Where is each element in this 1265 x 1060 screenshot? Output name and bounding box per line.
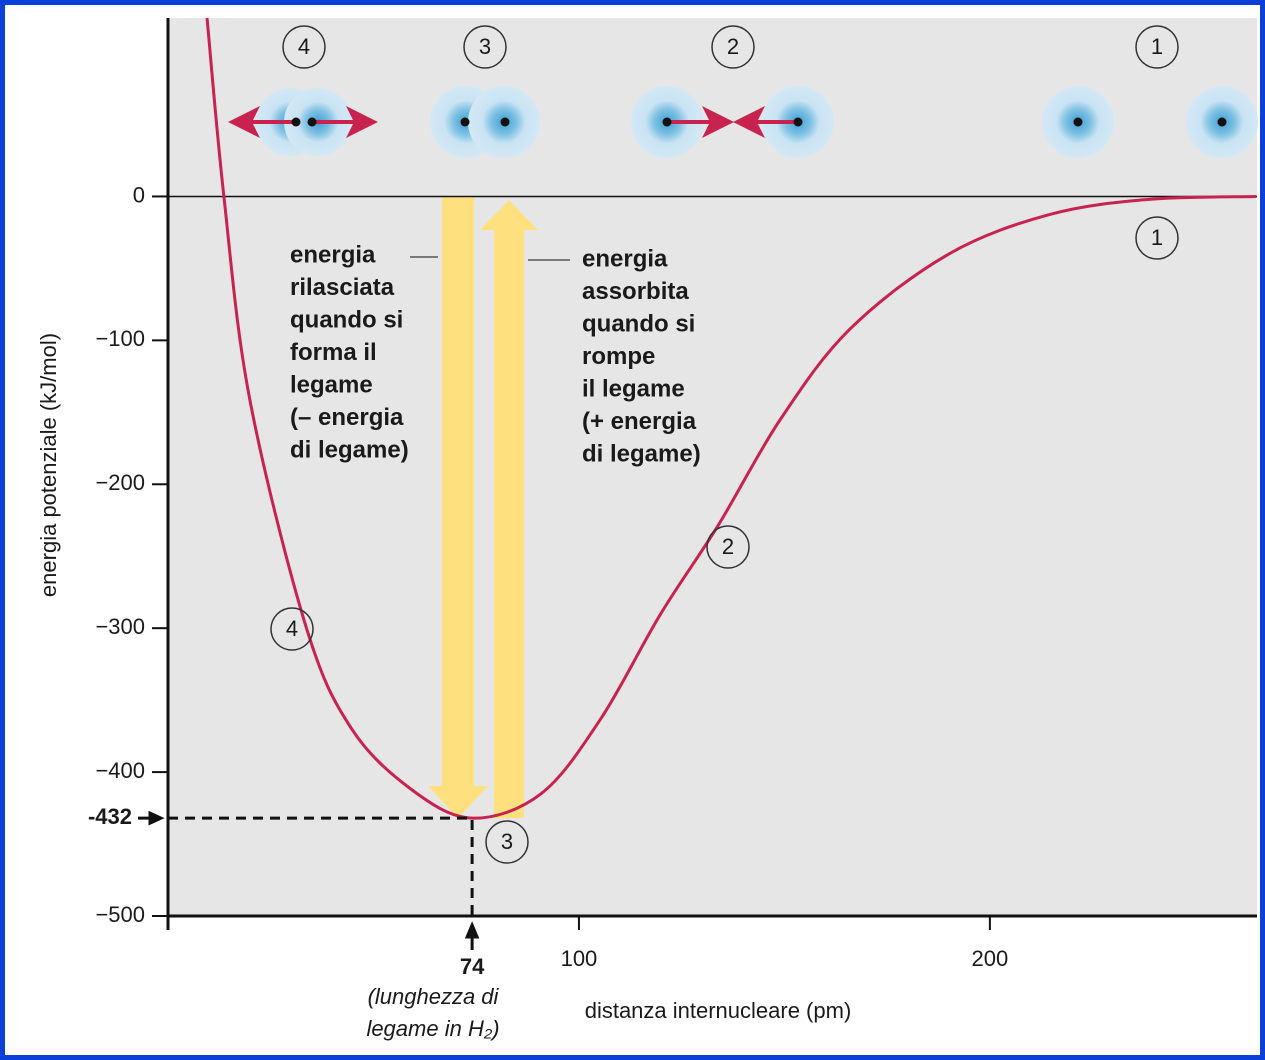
- absorbed-text: assorbita: [582, 278, 689, 305]
- y-tick-label: −400: [95, 758, 145, 783]
- stage-circle: [270, 607, 314, 651]
- absorbed-text: energia: [582, 245, 668, 272]
- released-text: energia: [290, 241, 376, 268]
- released-text: (– energia: [290, 404, 404, 431]
- stage-label: 1: [1151, 225, 1163, 250]
- stage-circle: [1135, 216, 1179, 260]
- absorbed-text: di legame): [582, 440, 701, 467]
- minimum-y-label: -432: [88, 804, 132, 829]
- stage-circle: [706, 525, 750, 569]
- released-text: legame: [290, 371, 373, 398]
- y-tick-label: −500: [95, 902, 145, 927]
- y-axis-label: energia potenziale (kJ/mol): [36, 333, 61, 597]
- absorbed-text: quando si: [582, 310, 695, 337]
- stage-label: 4: [298, 34, 310, 59]
- absorbed-text: (+ energia: [582, 408, 697, 435]
- stage-circle: [485, 820, 529, 864]
- stage-label: 2: [727, 34, 739, 59]
- chart: −500 −400 −300 −200 −100 0 100 200 distanza inte…: [36, 17, 1258, 1041]
- x-tick-label: 100: [561, 946, 598, 971]
- bond-note: (lunghezza di: [368, 984, 500, 1009]
- released-text: quando si: [290, 306, 403, 333]
- stage-label: 3: [479, 34, 491, 59]
- stage-label: 3: [501, 829, 513, 854]
- released-text: forma il: [290, 339, 377, 366]
- released-text: rilasciata: [290, 274, 395, 301]
- stage-label: 2: [722, 534, 734, 559]
- minimum-x-label: 74: [460, 954, 485, 979]
- absorbed-text: il legame: [582, 375, 685, 402]
- y-tick-label: −300: [95, 614, 145, 639]
- bond-note: legame in H₂): [366, 1016, 499, 1041]
- released-text: di legame): [290, 436, 409, 463]
- stage-circle: [282, 25, 326, 69]
- x-tick-label: 200: [972, 946, 1009, 971]
- energy-curve: [205, 17, 1257, 820]
- x-axis-label: distanza internucleare (pm): [585, 998, 852, 1023]
- stage-circle: [711, 25, 755, 69]
- molecules: [228, 86, 1258, 158]
- y-tick-label: −100: [95, 326, 145, 351]
- y-tick-label: 0: [133, 182, 145, 207]
- stage-label: 4: [286, 616, 298, 641]
- minimum-y-arrow: [138, 810, 165, 826]
- absorbed-text: rompe: [582, 343, 655, 370]
- minimum-x-arrow: [464, 921, 480, 950]
- plot-background: [168, 18, 1257, 916]
- stage-label: 1: [1151, 34, 1163, 59]
- stage-circle: [1135, 25, 1179, 69]
- energy-arrows: [410, 197, 570, 818]
- y-tick-label: −200: [95, 470, 145, 495]
- stage-circle: [463, 25, 507, 69]
